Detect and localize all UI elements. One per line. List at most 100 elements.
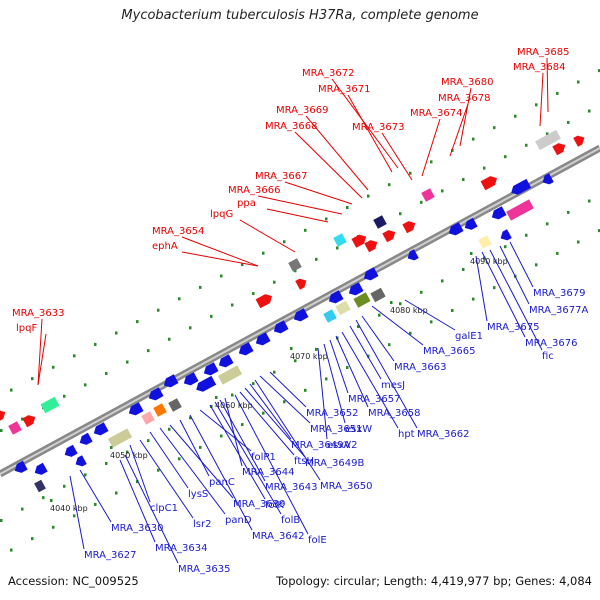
gene-label-MRA_3672[interactable]: MRA_3672 — [302, 68, 354, 79]
gene-label-folB[interactable]: folB — [281, 515, 300, 526]
gene-arrow-forward[interactable] — [402, 219, 417, 234]
gene-box[interactable] — [8, 421, 22, 435]
gene-label-MRA_3675[interactable]: MRA_3675 — [487, 322, 539, 333]
gene-feature[interactable] — [462, 217, 478, 233]
gene-feature[interactable] — [323, 309, 337, 323]
gene-feature[interactable] — [146, 387, 164, 402]
gene-label-folK[interactable]: folK — [265, 500, 284, 511]
gene-feature[interactable] — [141, 411, 155, 425]
gene-features[interactable] — [0, 129, 587, 493]
gene-arrow-reverse[interactable] — [253, 332, 271, 347]
gene-arrow-forward[interactable] — [0, 408, 8, 423]
gene-feature[interactable] — [255, 292, 275, 309]
gene-feature[interactable] — [0, 408, 8, 423]
gene-label-MRA_3650[interactable]: MRA_3650 — [320, 481, 372, 492]
gene-arrow-reverse[interactable] — [146, 387, 164, 402]
gene-feature[interactable] — [107, 428, 133, 448]
gene-arrow-reverse[interactable] — [194, 375, 217, 394]
gene-feature[interactable] — [506, 199, 534, 221]
gene-arrow-reverse[interactable] — [126, 402, 144, 417]
top-gene-labels[interactable]: MRA_3633 lpqF MRA_3654 ephA lpqG ppa MRA_3666 M… — [12, 47, 569, 334]
gene-arrow-reverse[interactable] — [346, 282, 364, 297]
gene-feature[interactable] — [216, 354, 234, 369]
gene-arrow-reverse[interactable] — [62, 444, 78, 460]
gene-arrow-forward[interactable] — [573, 133, 587, 147]
gene-arrow-forward[interactable] — [382, 228, 397, 243]
gene-label-hpt[interactable]: hpt — [398, 429, 415, 440]
gene-feature[interactable] — [351, 232, 368, 248]
gene-feature[interactable] — [382, 228, 397, 243]
gene-label-panC[interactable]: panC — [209, 477, 235, 488]
gene-arrow-reverse[interactable] — [32, 462, 48, 478]
gene-feature[interactable] — [326, 290, 344, 305]
gene-arrow-forward[interactable] — [480, 174, 500, 191]
gene-feature[interactable] — [446, 222, 464, 237]
gene-label-MRA_3680[interactable]: MRA_3680 — [441, 77, 493, 88]
gene-label-MRA_3658[interactable]: MRA_3658 — [368, 408, 420, 419]
gene-feature[interactable] — [8, 421, 22, 435]
gene-feature[interactable] — [161, 374, 179, 389]
gene-label-MRA_3635[interactable]: MRA_3635 — [178, 564, 230, 575]
gene-feature[interactable] — [194, 375, 217, 394]
gene-label-MRA_3674[interactable]: MRA_3674 — [410, 108, 462, 119]
gene-arrow-reverse[interactable] — [361, 267, 379, 282]
gene-label-MRA_3684[interactable]: MRA_3684 — [513, 62, 565, 73]
gene-arrow-reverse[interactable] — [216, 354, 234, 369]
gene-feature[interactable] — [91, 422, 109, 437]
gene-label-MRA_3666[interactable]: MRA_3666 — [228, 185, 280, 196]
gene-arrow-reverse[interactable] — [201, 362, 219, 377]
gene-feature[interactable] — [77, 432, 93, 448]
gene-arrow-forward[interactable] — [552, 141, 567, 156]
gene-box[interactable] — [478, 235, 492, 249]
gene-label-MRA_3685[interactable]: MRA_3685 — [517, 47, 569, 58]
gene-label-MRA_3649A[interactable]: MRA_3649A — [291, 440, 350, 451]
gene-feature[interactable] — [12, 460, 28, 476]
gene-label-MRA_3678[interactable]: MRA_3678 — [438, 93, 490, 104]
gene-label-MRA_3676[interactable]: MRA_3676 — [525, 338, 577, 349]
gene-label-MRA_3652[interactable]: MRA_3652 — [306, 408, 358, 419]
gene-feature[interactable] — [405, 249, 419, 263]
gene-label-lysS[interactable]: lysS — [188, 489, 208, 500]
gene-box[interactable] — [421, 188, 435, 202]
gene-arrow-reverse[interactable] — [498, 229, 512, 243]
bottom-gene-labels[interactable]: MRA_3627 MRA_3630 MRA_3634 MRA_3635 clpC1 lsr… — [84, 288, 588, 575]
gene-label-MRA_3677A[interactable]: MRA_3677A — [529, 305, 588, 316]
gene-feature[interactable] — [346, 282, 364, 297]
gene-arrow-forward[interactable] — [255, 292, 275, 309]
gene-box[interactable] — [141, 411, 155, 425]
gene-arrow-reverse[interactable] — [181, 372, 199, 387]
gene-feature[interactable] — [126, 402, 144, 417]
gene-label-MRA_3654[interactable]: MRA_3654 — [152, 226, 204, 237]
gene-arrow-reverse[interactable] — [12, 460, 28, 476]
gene-box[interactable] — [506, 199, 534, 221]
gene-label-MRA_3644[interactable]: MRA_3644 — [242, 467, 294, 478]
gene-arrow-forward[interactable] — [364, 238, 379, 253]
gene-label-ephA[interactable]: ephA — [152, 241, 178, 252]
gene-label-clpC1[interactable]: clpC1 — [150, 503, 178, 514]
gene-arrow-reverse[interactable] — [291, 308, 309, 323]
gene-feature[interactable] — [421, 188, 435, 202]
gene-arrow-reverse[interactable] — [271, 320, 289, 335]
gene-feature[interactable] — [373, 215, 387, 229]
gene-label-MRA_3662[interactable]: MRA_3662 — [417, 429, 469, 440]
gene-box[interactable] — [535, 129, 561, 151]
gene-label-panD[interactable]: panD — [225, 515, 252, 526]
gene-feature[interactable] — [288, 258, 302, 272]
gene-arrow-reverse[interactable] — [462, 217, 478, 233]
gene-label-MRA_3627[interactable]: MRA_3627 — [84, 550, 136, 561]
gene-arrow-reverse[interactable] — [326, 290, 344, 305]
gene-label-MRA_3642[interactable]: MRA_3642 — [252, 531, 304, 542]
gene-label-ppa[interactable]: ppa — [237, 198, 256, 209]
gene-feature[interactable] — [361, 267, 379, 282]
gene-arrow-reverse[interactable] — [73, 455, 87, 469]
gene-feature[interactable] — [478, 235, 492, 249]
gene-feature[interactable] — [62, 444, 78, 460]
gene-feature[interactable] — [22, 413, 37, 428]
gene-feature[interactable] — [370, 287, 386, 303]
gene-feature[interactable] — [364, 238, 379, 253]
gene-feature[interactable] — [509, 178, 532, 197]
gene-label-esxV2[interactable]: esxV2 — [327, 440, 357, 451]
gene-label-lsr2[interactable]: lsr2 — [193, 519, 211, 530]
gene-feature[interactable] — [489, 206, 507, 221]
gene-label-ftsH[interactable]: ftsH — [294, 456, 314, 467]
